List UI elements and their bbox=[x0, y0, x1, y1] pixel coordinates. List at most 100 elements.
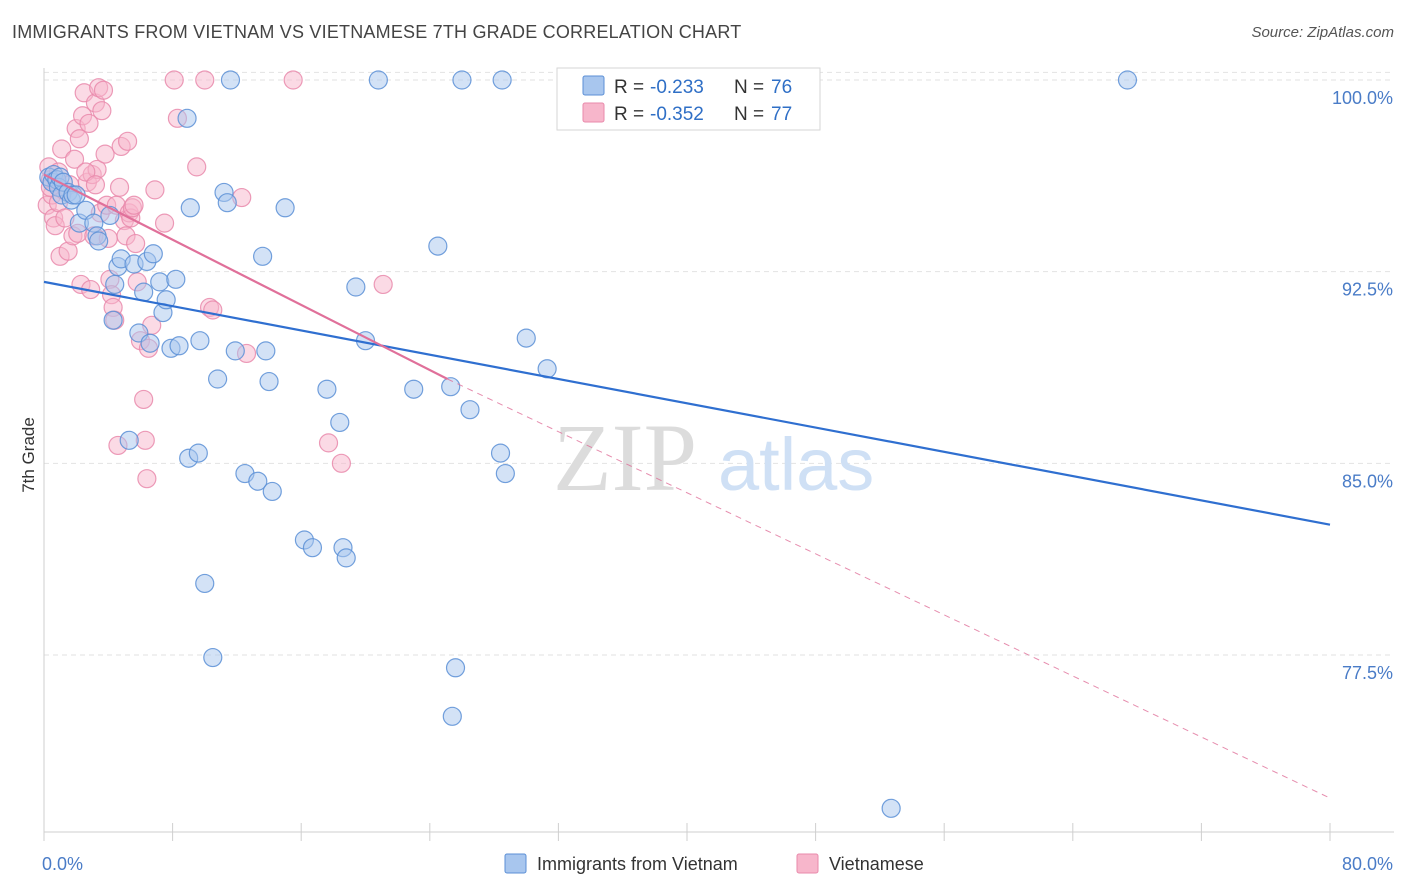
vietnam-trend-line bbox=[43, 280, 1331, 526]
vietnamese-point-52 bbox=[134, 389, 154, 410]
vietnamese-point-33 bbox=[95, 144, 115, 164]
vietnam-point-38 bbox=[188, 443, 208, 463]
vietnam-point-22 bbox=[119, 430, 139, 450]
vietnam-point-71 bbox=[492, 70, 512, 90]
vietnamese-point-58 bbox=[154, 213, 175, 233]
vietnam-point-65 bbox=[441, 377, 461, 397]
vietnamese-point-70 bbox=[373, 274, 393, 295]
y-tick-label-0: 100.0% bbox=[1332, 88, 1393, 108]
vietnam-point-57 bbox=[330, 412, 350, 433]
legend-n-label-1: N = bbox=[734, 77, 764, 98]
vietnamese-point-57 bbox=[145, 180, 165, 200]
vietnam-point-37 bbox=[180, 198, 200, 218]
vietnam-point-35 bbox=[177, 108, 197, 128]
vietnam-point-29 bbox=[150, 272, 170, 292]
vietnam-point-19 bbox=[105, 274, 125, 295]
legend-n-value-1: 76 bbox=[771, 77, 792, 98]
vietnamese-point-23 bbox=[79, 113, 99, 134]
series-legend-label-blue: Immigrants from Vietnam bbox=[537, 854, 738, 874]
x-tick-label-1: 80.0% bbox=[1342, 854, 1393, 874]
vietnamese-point-53 bbox=[135, 430, 155, 450]
vietnam-point-18 bbox=[103, 310, 123, 330]
legend-r-value-2: -0.352 bbox=[650, 104, 704, 125]
vietnamese-point-9 bbox=[52, 139, 72, 159]
legend-r-value-1: -0.233 bbox=[650, 77, 704, 98]
grid-layer bbox=[44, 71, 1394, 656]
vietnam-point-45 bbox=[220, 70, 241, 90]
vietnam-point-64 bbox=[428, 236, 448, 256]
vietnam-point-44 bbox=[217, 193, 237, 213]
vietnamese-point-74 bbox=[85, 175, 106, 195]
chart-title: IMMIGRANTS FROM VIETNAM VS VIETNAMESE 7T… bbox=[12, 22, 742, 42]
vietnam-point-46 bbox=[225, 341, 245, 361]
vietnam-point-28 bbox=[143, 244, 163, 264]
vietnam-point-62 bbox=[368, 70, 388, 90]
watermark-zip: ZIP bbox=[553, 404, 697, 511]
vietnam-point-70 bbox=[490, 443, 511, 463]
vietnamese-point-15 bbox=[64, 149, 85, 169]
vietnam-point-56 bbox=[317, 379, 337, 399]
vietnamese-trend-extension bbox=[447, 378, 1331, 799]
vietnam-point-73 bbox=[516, 328, 536, 348]
vietnam-point-49 bbox=[253, 246, 273, 266]
vietnamese-point-76 bbox=[124, 195, 144, 215]
vietnamese-point-64 bbox=[203, 300, 223, 320]
vietnam-point-27 bbox=[140, 333, 160, 353]
y-tick-label-1: 92.5% bbox=[1342, 280, 1393, 300]
vietnam-point-39 bbox=[190, 331, 210, 351]
legend-swatch-pink bbox=[582, 102, 605, 123]
vietnamese-point-54 bbox=[137, 469, 157, 489]
vietnamese-point-62 bbox=[195, 70, 215, 90]
vietnam-point-75 bbox=[881, 798, 901, 818]
legend-r-label-2: R = bbox=[614, 104, 644, 125]
vietnamese-point-31 bbox=[92, 101, 112, 121]
vietnam-point-76 bbox=[1117, 70, 1138, 90]
legend-swatch-blue bbox=[582, 75, 605, 96]
vietnam-point-48 bbox=[248, 471, 268, 491]
vietnam-point-59 bbox=[336, 548, 356, 568]
vietnam-point-50 bbox=[256, 341, 276, 361]
legend-r-label-1: R = bbox=[614, 77, 644, 98]
series-legend: Immigrants from Vietnam Vietnamese bbox=[504, 853, 924, 874]
vietnam-point-69 bbox=[460, 400, 480, 420]
vietnamese-point-59 bbox=[164, 70, 184, 90]
vietnamese-point-49 bbox=[126, 233, 146, 254]
vietnam-point-67 bbox=[445, 658, 466, 678]
vietnam-point-66 bbox=[442, 706, 462, 726]
vietnam-point-40 bbox=[195, 573, 215, 594]
y-axis-title: 7th Grade bbox=[19, 417, 38, 493]
vietnam-point-16 bbox=[89, 231, 109, 251]
watermark: ZIP atlas bbox=[553, 404, 874, 511]
series-legend-label-pink: Vietnamese bbox=[829, 854, 924, 874]
y-tick-label-3: 77.5% bbox=[1342, 663, 1393, 683]
vietnamese-point-32 bbox=[93, 80, 114, 100]
vietnamese-point-61 bbox=[187, 157, 207, 177]
vietnam-point-60 bbox=[346, 277, 366, 297]
vietnam-point-68 bbox=[452, 70, 472, 90]
vietnam-point-51 bbox=[259, 371, 279, 392]
vietnamese-trend-line bbox=[43, 173, 448, 380]
y-tick-label-2: 85.0% bbox=[1342, 471, 1393, 491]
legend-n-value-2: 77 bbox=[771, 104, 792, 125]
vietnam-point-34 bbox=[169, 336, 189, 356]
points-layer bbox=[37, 70, 1138, 818]
legend-n-label-2: N = bbox=[734, 104, 764, 125]
series-legend-swatch-blue bbox=[504, 853, 527, 874]
x-tick-label-0: 0.0% bbox=[42, 854, 83, 874]
vietnam-point-53 bbox=[275, 198, 295, 218]
stats-legend: R = -0.233 N = 76 R = -0.352 N = 77 bbox=[556, 67, 821, 131]
vietnamese-point-69 bbox=[331, 453, 351, 473]
vietnam-point-52 bbox=[262, 481, 282, 502]
vietnamese-point-67 bbox=[283, 70, 303, 90]
watermark-atlas: atlas bbox=[718, 423, 874, 506]
vietnam-point-55 bbox=[302, 538, 323, 558]
series-legend-swatch-pink bbox=[796, 853, 819, 874]
source-label: Source: ZipAtlas.com bbox=[1251, 24, 1394, 41]
vietnamese-point-45 bbox=[117, 131, 138, 151]
vietnamese-point-73 bbox=[76, 162, 96, 182]
vietnamese-point-18 bbox=[69, 129, 89, 149]
vietnam-point-41 bbox=[203, 647, 223, 668]
vietnamese-point-68 bbox=[318, 433, 339, 453]
tick-layer: 100.0% 92.5% 85.0% 77.5% 0.0% 80.0% bbox=[42, 88, 1393, 874]
